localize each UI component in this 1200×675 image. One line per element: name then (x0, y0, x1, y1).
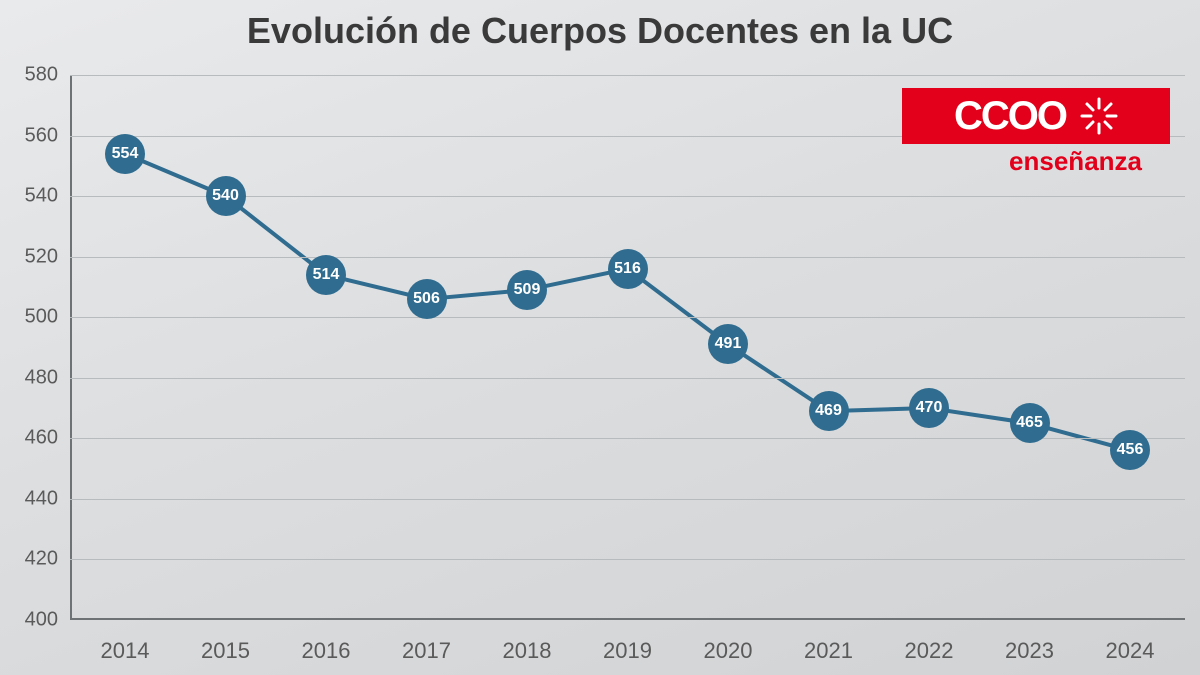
data-marker: 491 (708, 324, 748, 364)
data-marker: 516 (608, 249, 648, 289)
grid-line (70, 317, 1185, 318)
y-tick-label: 400 (25, 609, 58, 632)
ccoo-logo-letters: CCOO (954, 94, 1066, 139)
grid-line (70, 378, 1185, 379)
ccoo-logo-box: CCOO (902, 88, 1170, 144)
x-tick-label: 2020 (704, 638, 753, 664)
x-tick-label: 2016 (302, 638, 351, 664)
data-marker: 469 (809, 391, 849, 431)
ccoo-logo-subtext: enseñanza (902, 146, 1142, 177)
x-tick-label: 2014 (101, 638, 150, 664)
x-tick-label: 2017 (402, 638, 451, 664)
x-tick-label: 2023 (1005, 638, 1054, 664)
chart-title: Evolución de Cuerpos Docentes en la UC (0, 10, 1200, 52)
data-marker: 506 (407, 279, 447, 319)
grid-line (70, 499, 1185, 500)
x-tick-label: 2022 (905, 638, 954, 664)
y-tick-label: 560 (25, 124, 58, 147)
x-tick-label: 2021 (804, 638, 853, 664)
x-tick-label: 2024 (1106, 638, 1155, 664)
y-tick-label: 500 (25, 306, 58, 329)
x-axis-line (70, 618, 1185, 620)
y-tick-label: 460 (25, 427, 58, 450)
x-tick-label: 2019 (603, 638, 652, 664)
data-marker: 514 (306, 255, 346, 295)
data-marker: 554 (105, 134, 145, 174)
data-marker: 456 (1110, 430, 1150, 470)
y-tick-label: 420 (25, 548, 58, 571)
x-tick-label: 2018 (503, 638, 552, 664)
ccoo-logo: CCOO enseñanza (902, 88, 1170, 177)
data-marker: 540 (206, 176, 246, 216)
data-marker: 465 (1010, 403, 1050, 443)
ccoo-spark-icon (1080, 97, 1118, 135)
data-marker: 509 (507, 270, 547, 310)
x-tick-label: 2015 (201, 638, 250, 664)
y-tick-label: 580 (25, 64, 58, 87)
grid-line (70, 559, 1185, 560)
y-tick-label: 440 (25, 487, 58, 510)
chart-stage: Evolución de Cuerpos Docentes en la UC 4… (0, 0, 1200, 675)
y-axis-line (70, 75, 72, 620)
data-marker: 470 (909, 388, 949, 428)
y-tick-label: 540 (25, 185, 58, 208)
y-tick-label: 520 (25, 245, 58, 268)
grid-line (70, 75, 1185, 76)
y-tick-label: 480 (25, 366, 58, 389)
